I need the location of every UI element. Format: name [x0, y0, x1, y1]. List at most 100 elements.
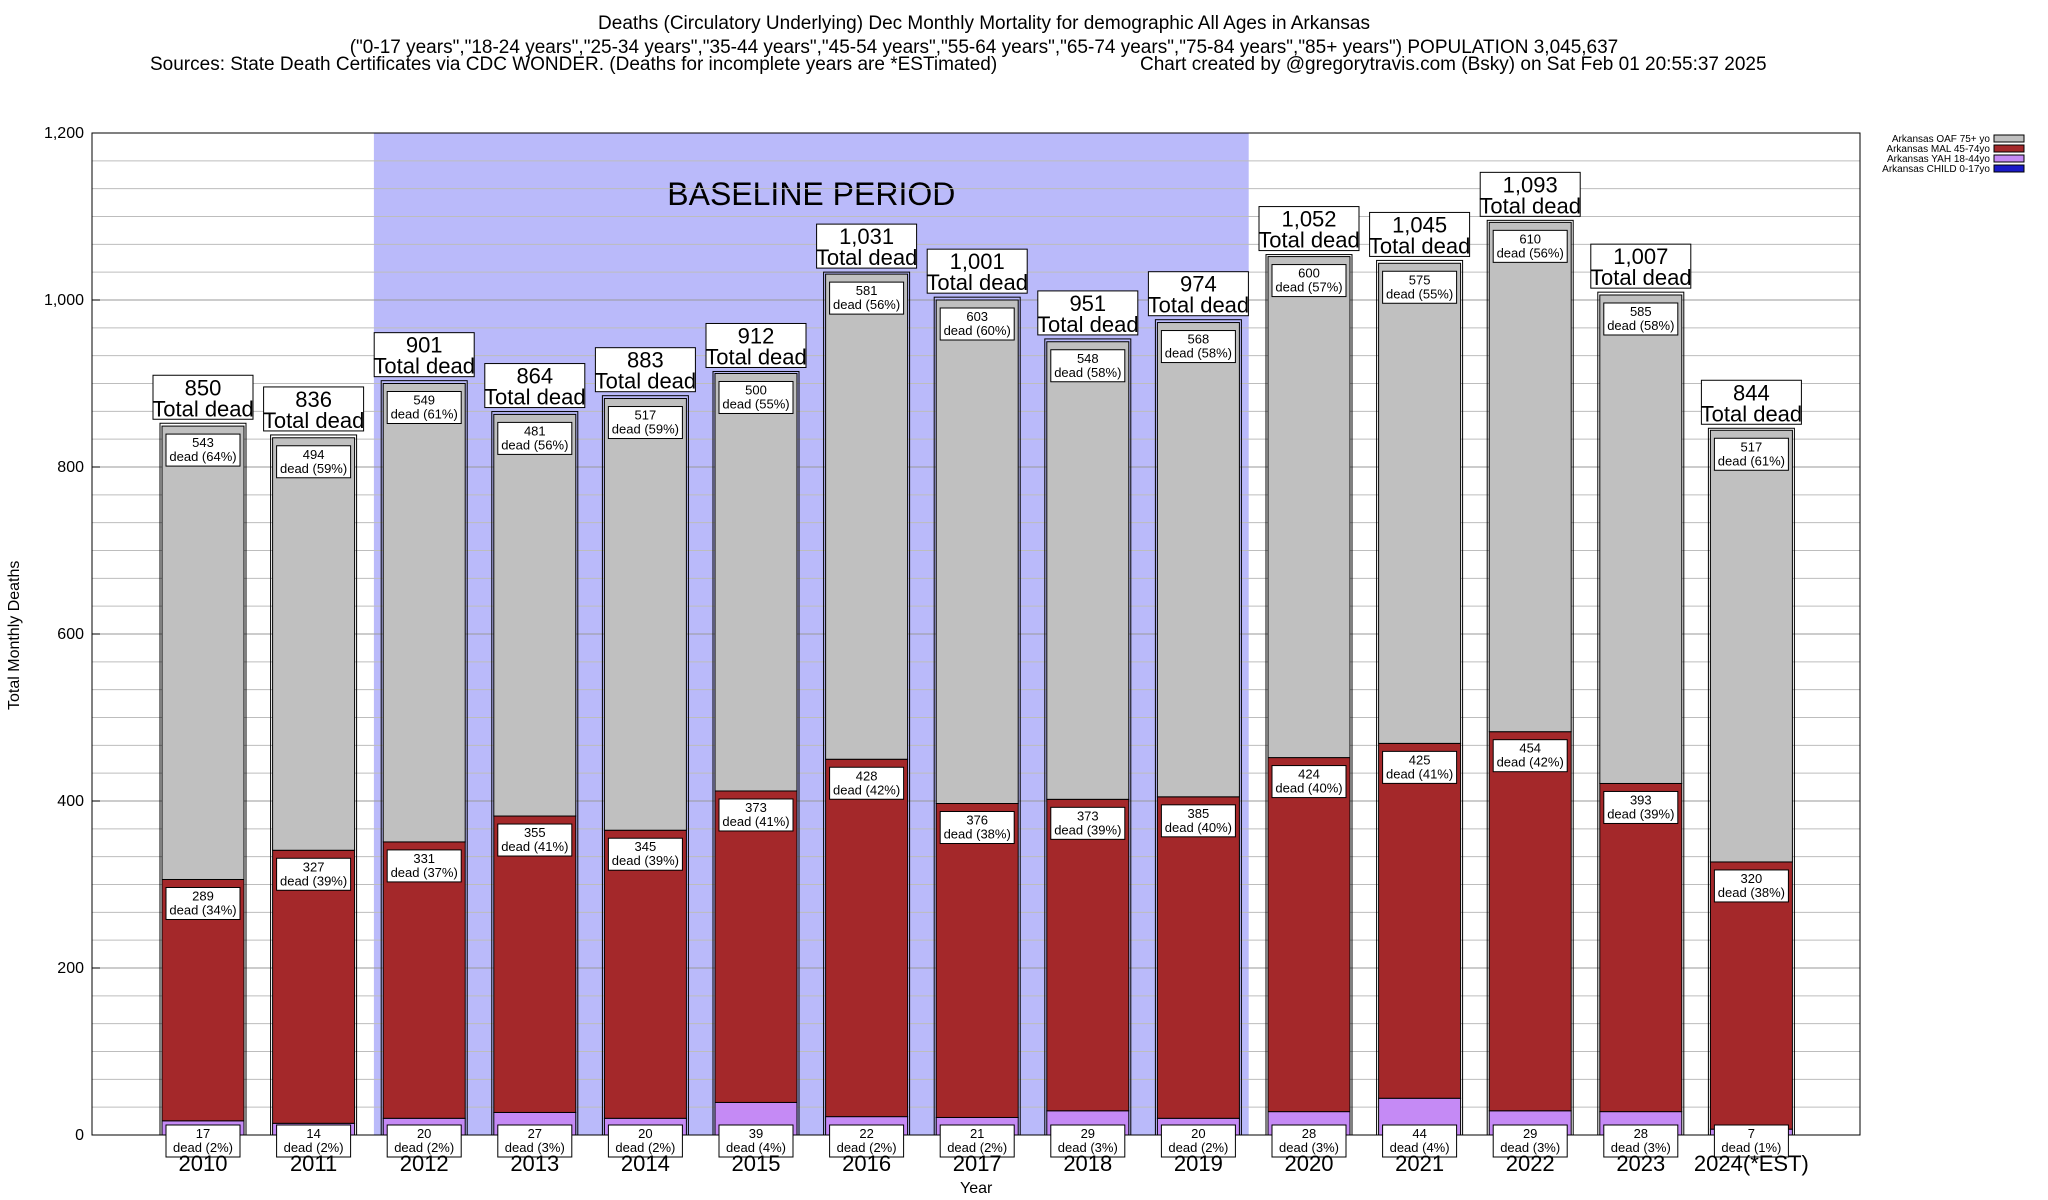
total-value-label: 1,031	[839, 224, 894, 249]
segment-value-label: 543	[192, 435, 214, 450]
x-tick-label: 2021	[1395, 1151, 1444, 1176]
total-value-label: 974	[1180, 272, 1217, 297]
segment-label-box	[386, 391, 462, 424]
segment-label-box	[1160, 1124, 1236, 1158]
legend-label: Arkansas CHILD 0-17yo	[1882, 164, 1990, 175]
segment-label-box	[497, 421, 573, 455]
segment-label-box	[829, 766, 905, 800]
y-tick-label: 1,200	[44, 125, 84, 142]
x-tick-label: 2011	[290, 1151, 337, 1176]
segment-label-box	[1603, 790, 1679, 824]
segment-pct-label: dead (60%)	[944, 323, 1011, 338]
segment-value-label: 517	[1741, 439, 1763, 454]
segment-value-label: 454	[1519, 741, 1541, 756]
chart-credit: Chart created by @gregorytravis.com (Bsk…	[1140, 54, 1767, 75]
x-tick-label: 2010	[179, 1151, 228, 1176]
legend-swatch	[1993, 134, 2025, 143]
segment-pct-label: dead (2%)	[173, 1140, 233, 1155]
total-suffix-label: Total dead	[484, 385, 586, 410]
total-value-label: 864	[516, 364, 553, 389]
segment-pct-label: dead (4%)	[1390, 1140, 1450, 1155]
segment-value-label: 20	[1191, 1126, 1205, 1141]
total-label-box	[705, 322, 807, 368]
segment-label-box	[497, 823, 573, 857]
segment-value-label: 549	[413, 393, 435, 408]
segment-pct-label: dead (1%)	[1721, 1140, 1781, 1155]
total-suffix-label: Total dead	[926, 270, 1028, 295]
total-suffix-label: Total dead	[263, 408, 365, 433]
segment-pct-label: dead (39%)	[1054, 822, 1121, 837]
segment-value-label: 568	[1188, 332, 1210, 347]
segment-pct-label: dead (34%)	[169, 902, 236, 917]
total-suffix-label: Total dead	[816, 245, 918, 270]
bar-segment	[161, 425, 245, 880]
segment-label-box	[386, 1124, 462, 1158]
total-suffix-label: Total dead	[1590, 265, 1692, 290]
chart-title: Deaths (Circulatory Underlying) Dec Mont…	[598, 13, 1370, 34]
total-value-label: 912	[738, 323, 775, 348]
segment-value-label: 44	[1412, 1126, 1426, 1141]
total-suffix-label: Total dead	[705, 344, 807, 369]
segment-pct-label: dead (2%)	[284, 1140, 344, 1155]
total-suffix-label: Total dead	[373, 354, 475, 379]
total-label-box	[484, 363, 586, 409]
segment-label-box	[1160, 804, 1236, 838]
segment-value-label: 39	[749, 1126, 763, 1141]
segment-value-label: 327	[303, 859, 325, 874]
legend-label: Arkansas MAL 45-74yo	[1886, 144, 1990, 155]
segment-value-label: 373	[1077, 808, 1099, 823]
total-label-box	[1369, 211, 1471, 257]
segment-label-box	[829, 281, 905, 315]
segment-pct-label: dead (61%)	[391, 407, 458, 422]
total-value-label: 883	[627, 348, 664, 373]
segment-value-label: 28	[1302, 1126, 1316, 1141]
x-axis-title: Year	[960, 1180, 993, 1197]
bar-segment	[935, 299, 1019, 805]
segment-pct-label: dead (61%)	[1718, 453, 1785, 468]
segment-pct-label: dead (42%)	[833, 782, 900, 797]
segment-pct-label: dead (40%)	[1275, 781, 1342, 796]
segment-pct-label: dead (39%)	[612, 853, 679, 868]
bar-segment	[493, 815, 577, 1113]
segment-pct-label: dead (2%)	[947, 1140, 1007, 1155]
segment-label-box	[1713, 1124, 1789, 1158]
segment-value-label: 424	[1298, 767, 1320, 782]
segment-label-box	[607, 1124, 683, 1158]
segment-label-box	[1271, 1124, 1347, 1158]
total-label-box	[594, 347, 696, 393]
segment-pct-label: dead (58%)	[1607, 318, 1674, 333]
sources-note: Sources: State Death Certificates via CD…	[150, 54, 998, 75]
y-tick-label: 200	[57, 960, 84, 977]
bar-segment	[1046, 341, 1130, 800]
total-label-box	[152, 374, 254, 420]
y-tick-label: 1,000	[44, 292, 84, 309]
total-label-box	[373, 332, 475, 378]
y-tick-label: 0	[75, 1127, 84, 1144]
total-label-box	[1037, 290, 1139, 336]
segment-label-box	[1603, 1124, 1679, 1158]
segment-pct-label: dead (2%)	[1168, 1140, 1228, 1155]
total-label-box	[1258, 206, 1360, 252]
segment-label-box	[607, 406, 683, 440]
segment-value-label: 289	[192, 888, 214, 903]
segment-label-box	[718, 380, 794, 414]
segment-pct-label: dead (40%)	[1165, 820, 1232, 835]
chart-subtitle: ("0-17 years","18-24 years","25-34 years…	[349, 37, 1619, 58]
segment-label-box	[165, 886, 241, 920]
total-suffix-label: Total dead	[152, 396, 254, 421]
bar-segment	[825, 273, 909, 760]
total-label-box	[1147, 271, 1249, 317]
bar-segment	[603, 829, 687, 1119]
segment-pct-label: dead (56%)	[501, 437, 568, 452]
segment-label-box	[1382, 1124, 1458, 1158]
bar-segment	[1488, 731, 1572, 1112]
segment-label-box	[165, 1124, 241, 1158]
segment-value-label: 575	[1409, 272, 1431, 287]
total-suffix-label: Total dead	[1148, 293, 1250, 318]
x-tick-label: 2015	[732, 1151, 781, 1176]
segment-label-box	[276, 857, 352, 891]
segment-label-box	[1382, 750, 1458, 784]
segment-pct-label: dead (55%)	[1386, 286, 1453, 301]
segment-pct-label: dead (4%)	[726, 1140, 786, 1155]
